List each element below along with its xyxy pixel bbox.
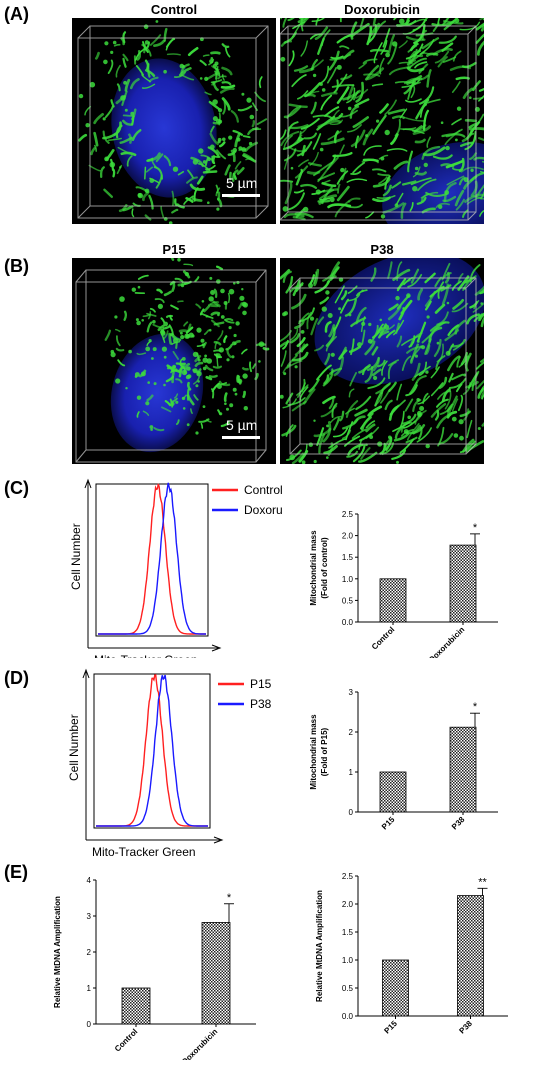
image-title-doxorubicin: Doxorubicin xyxy=(344,2,420,17)
bar-p15 xyxy=(379,771,407,813)
y-tick-label: 2 xyxy=(349,728,354,737)
y-tick-label: 3 xyxy=(87,912,92,921)
panel-label-a: (A) xyxy=(4,4,29,24)
x-tick-label-p38: P38 xyxy=(450,815,467,832)
panel-label-d: (D) xyxy=(4,668,29,688)
image-title-control: Control xyxy=(150,2,198,17)
x-axis-label: Mito-Tracker Green xyxy=(92,845,196,858)
y-tick-label: 2.5 xyxy=(342,872,354,881)
scale-bar-label: 5 µm xyxy=(226,175,257,191)
x-tick-label-p15: P15 xyxy=(380,815,397,832)
significance-marker: * xyxy=(473,701,478,713)
legend-label-doxorubicin: Doxorubicin xyxy=(244,503,282,517)
bar-chart-e-right: 0.0 0.5 1.0 1.5 2.0 2.5 Relative MtDNA Amplifi… xyxy=(315,872,508,1036)
y-tick-label: 3 xyxy=(349,688,354,697)
y-tick-label: 4 xyxy=(87,876,92,885)
x-tick-label-control: Control xyxy=(113,1027,139,1053)
histogram-frame xyxy=(93,673,211,829)
legend-label-p38: P38 xyxy=(250,697,272,711)
image-title-p38: P38 xyxy=(370,242,394,257)
histogram-series-control xyxy=(98,483,206,635)
micrograph-doxorubicin xyxy=(280,18,484,224)
legend-label-control: Control xyxy=(244,483,282,497)
x-tick-label-doxorubicin: Doxorubicin xyxy=(180,1027,219,1060)
x-tick-label-doxorubicin: Doxorubicin xyxy=(427,625,466,658)
bar-p38 xyxy=(457,895,484,1017)
y-axis-label: (Fold of control) xyxy=(320,537,329,599)
significance-marker: * xyxy=(227,892,232,904)
bar-control xyxy=(121,987,151,1025)
histogram-frame xyxy=(95,483,209,637)
x-axis-arrowhead xyxy=(213,836,224,844)
y-axis-label: Mitochondrial mass xyxy=(309,714,318,790)
x-tick-label-p38: P38 xyxy=(457,1019,474,1036)
y-tick-label: 0.0 xyxy=(342,1012,354,1021)
bar-doxorubicin xyxy=(201,922,231,1025)
scale-bar xyxy=(222,436,260,439)
image-title-p15: P15 xyxy=(162,242,186,257)
legend-label-p15: P15 xyxy=(250,677,272,691)
bar-chart-e-left: 0 1 2 3 4 Relative MtDNA Amplification Control… xyxy=(53,876,256,1060)
y-axis-label: Mitochondrial mass xyxy=(309,530,318,606)
y-tick-label: 0 xyxy=(87,1020,92,1029)
micrograph-p15: 5 µm xyxy=(72,258,276,464)
y-tick-label: 1 xyxy=(87,984,92,993)
volume-box-frame xyxy=(75,269,267,463)
histogram-series-p38 xyxy=(96,674,208,827)
panel-label-b: (B) xyxy=(4,256,29,276)
y-axis-arrowhead xyxy=(84,478,92,489)
y-axis-label: Cell Number xyxy=(67,714,81,781)
volume-box-frame xyxy=(77,25,269,219)
y-axis-arrowhead xyxy=(82,668,90,679)
mitochondria-network xyxy=(280,18,484,221)
y-tick-label: 2.5 xyxy=(342,510,354,519)
y-tick-label: 1 xyxy=(349,768,354,777)
mitochondria-network xyxy=(78,20,268,224)
x-tick-label-p15: P15 xyxy=(382,1019,399,1036)
x-axis-label: Mito-Tracker Green xyxy=(94,653,198,658)
y-tick-label: 1.5 xyxy=(342,553,354,562)
y-tick-label: 0.5 xyxy=(342,596,354,605)
volume-box-frame xyxy=(280,25,477,221)
mitochondria-network xyxy=(104,258,270,435)
panel-label-e: (E) xyxy=(4,862,28,882)
micrograph-p38 xyxy=(280,258,484,464)
volume-box-frame xyxy=(289,277,477,455)
micrograph-control: 5 µm xyxy=(72,18,276,224)
bar-chart-d: 0 1 2 3 Mitochondrial mass (Fold of P15) P15 * P… xyxy=(309,688,498,832)
flow-histogram-d: Cell Number Mito-Tracker Green P15 P38 xyxy=(67,668,272,858)
x-axis-arrowhead xyxy=(211,644,222,652)
bar-control xyxy=(379,578,407,623)
bar-p38 xyxy=(449,726,477,813)
y-tick-label: 1.0 xyxy=(342,575,354,584)
y-axis-label: Relative MtDNA Amplification xyxy=(315,890,324,1002)
bar-doxorubicin xyxy=(449,544,477,623)
bar-p15 xyxy=(382,959,409,1017)
scale-bar-label: 5 µm xyxy=(226,417,257,433)
y-tick-label: 2 xyxy=(87,948,92,957)
y-tick-label: 0 xyxy=(349,808,354,817)
y-axis-label: Relative MtDNA Amplification xyxy=(53,896,62,1008)
significance-marker: ** xyxy=(478,876,487,888)
histogram-series-p15 xyxy=(96,673,208,827)
nucleus-region xyxy=(110,333,204,453)
y-tick-label: 1.5 xyxy=(342,928,354,937)
y-tick-label: 0.5 xyxy=(342,984,354,993)
histogram-series-doxorubicin xyxy=(98,482,206,635)
y-tick-label: 2.0 xyxy=(342,532,354,541)
significance-marker: * xyxy=(473,522,478,534)
flow-histogram-c: Cell Number Mito-Tracker Green Control Doxo… xyxy=(69,478,282,658)
x-tick-label-control: Control xyxy=(370,625,396,651)
panel-label-c: (C) xyxy=(4,478,29,498)
y-axis-label: (Fold of P15) xyxy=(320,727,329,776)
scale-bar xyxy=(222,194,260,197)
bar-chart-c: 0.0 0.5 1.0 1.5 2.0 2.5 Mitochondrial mass (Fol… xyxy=(309,510,498,658)
y-tick-label: 2.0 xyxy=(342,900,354,909)
y-tick-label: 0.0 xyxy=(342,618,354,627)
y-tick-label: 1.0 xyxy=(342,956,354,965)
nucleus-region xyxy=(111,58,217,198)
y-axis-label: Cell Number xyxy=(69,523,83,590)
